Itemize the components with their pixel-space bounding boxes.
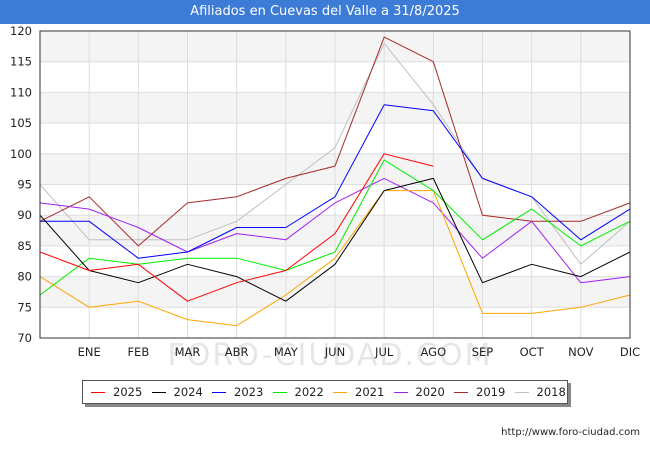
chart-title: Afiliados en Cuevas del Valle a 31/8/202… [0,0,650,24]
y-tick-label: 120 [10,24,32,38]
source-link[interactable]: http://www.foro-ciudad.com [501,427,640,438]
legend-item-2021: 2021 [333,381,384,403]
y-tick-label: 80 [17,270,32,284]
y-tick-label: 115 [10,55,32,69]
legend-label: 2019 [476,385,506,399]
legend-swatch [212,392,226,393]
legend-item-2019: 2019 [454,381,505,403]
legend-item-2018: 2018 [514,381,566,403]
x-tick-label: FEB [127,345,149,359]
legend-item-2022: 2022 [272,381,324,403]
x-tick-label: JUN [324,345,345,359]
legend-label: 2021 [355,385,385,399]
legend-label: 2022 [294,385,324,399]
legend-item-2020: 2020 [393,381,445,403]
y-tick-label: 105 [10,116,32,130]
series-line-2025 [39,153,434,302]
legend-swatch [514,392,529,393]
y-tick-label: 95 [17,178,32,192]
plot-frame [39,30,631,339]
x-tick-label: OCT [520,345,545,359]
y-tick-label: 75 [17,300,32,314]
y-tick-label: 100 [10,147,32,161]
legend-swatch [333,392,347,393]
legend-label: 2018 [536,385,566,399]
x-tick-label: MAY [274,345,299,359]
watermark: FORO-CIUDAD.COM [168,338,493,373]
series-line-2023 [40,104,631,259]
legend-item-2023: 2023 [212,381,263,403]
legend-swatch [393,392,408,393]
legend-item-2025: 2025 [91,381,142,403]
series-lines [39,36,631,327]
x-tick-label: ENE [78,345,101,359]
y-tick-label: 85 [17,239,32,253]
x-tick-label: JUL [374,345,394,359]
legend-swatch [91,392,105,393]
legend-swatch [454,392,468,393]
y-tick-label: 70 [17,331,32,345]
y-tick-label: 110 [10,85,32,99]
x-tick-label: DIC [620,345,640,359]
legend-swatch [151,392,166,393]
x-tick-label: MAR [175,345,201,359]
x-tick-label: AGO [421,345,447,359]
x-tick-label: ABR [225,345,249,359]
legend-label: 2023 [234,385,264,399]
y-tick-label: 90 [17,208,32,222]
legend: 2025 2024 2023 2022 2021 2020 2019 2018 [82,380,568,404]
legend-label: 2020 [415,385,445,399]
x-tick-label: SEP [472,345,494,359]
legend-label: 2024 [173,385,203,399]
series-line-2024 [39,177,631,302]
x-tick-label: NOV [568,345,593,359]
series-line-2020 [39,177,631,284]
legend-swatch [272,392,287,393]
legend-item-2024: 2024 [151,381,203,403]
legend-label: 2025 [113,385,143,399]
y-tick-labels: 70 75 80 85 90 95 100 105 110 115 120 [10,24,32,345]
series-line-2021 [39,190,631,327]
x-tick-labels: ENE FEB MAR ABR MAY JUN JUL AGO SEP OCT NOV DIC [78,345,641,359]
